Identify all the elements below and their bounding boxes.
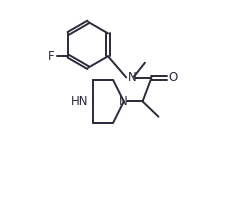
Text: N: N bbox=[128, 71, 136, 85]
Text: O: O bbox=[168, 71, 178, 85]
Text: F: F bbox=[48, 50, 55, 63]
Text: N: N bbox=[119, 95, 128, 108]
Text: HN: HN bbox=[70, 95, 88, 108]
